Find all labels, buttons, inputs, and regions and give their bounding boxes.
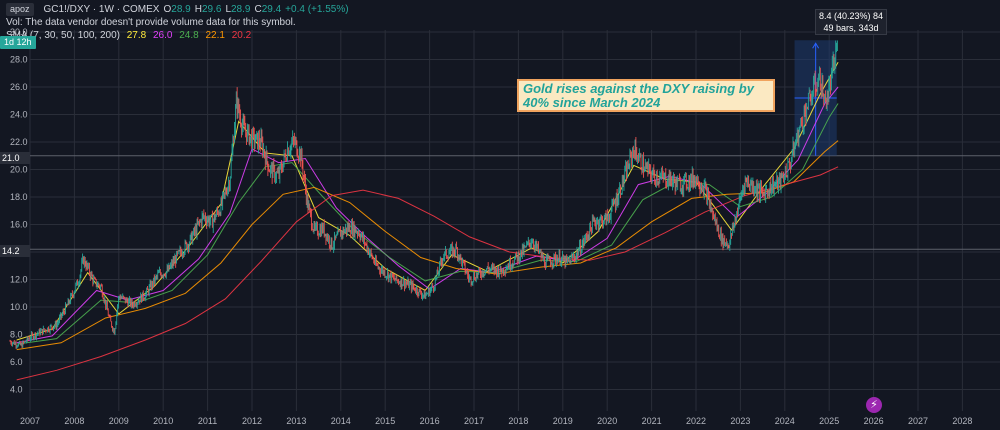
x-tick-label: 2016	[420, 416, 440, 426]
y-tick-label: 12.0	[10, 275, 28, 285]
ohlc-close: C29.4	[254, 4, 282, 15]
y-tick-label: 20.0	[10, 165, 28, 175]
x-tick-label: 2020	[597, 416, 617, 426]
text-annotation[interactable]: Gold rises against the DXY raising by 40…	[517, 79, 775, 112]
y-tick-label: 10.0	[10, 302, 28, 312]
x-tick-label: 2022	[686, 416, 706, 426]
x-tick-label: 2026	[864, 416, 884, 426]
x-tick-label: 2013	[286, 416, 306, 426]
sma-value-50: 24.8	[179, 30, 199, 41]
y-tick-label: 26.0	[10, 82, 28, 92]
x-tick-label: 2011	[198, 416, 217, 426]
sma-row[interactable]: SMA (7, 30, 50, 100, 200) 27.8 26.0 24.8…	[6, 29, 349, 42]
symbol-title[interactable]: GC1!/DXY · 1W · COMEX	[43, 4, 160, 15]
x-tick-label: 2008	[64, 416, 84, 426]
x-tick-label: 2019	[553, 416, 573, 426]
x-tick-label: 2025	[819, 416, 839, 426]
y-tick-label: 18.0	[10, 192, 28, 202]
y-tick-label: 6.0	[10, 357, 23, 367]
sma-line-3	[16, 103, 839, 345]
x-tick-label: 2015	[375, 416, 395, 426]
measure-line-1: 8.4 (40.23%) 84	[818, 11, 884, 21]
symbol-row: apoz GC1!/DXY · 1W · COMEX O28.9 H29.6 L…	[6, 3, 349, 16]
interval-chip[interactable]: 1d 12h	[0, 36, 36, 49]
ohlc-high: H29.6	[194, 4, 222, 15]
price-change: +0.4 (+1.55%)	[285, 4, 349, 15]
x-tick-label: 2007	[20, 416, 40, 426]
x-tick-label: 2027	[908, 416, 928, 426]
y-tick-label: 24.0	[10, 110, 28, 120]
measure-line-2: 49 bars, 343d	[823, 23, 879, 33]
x-tick-label: 2021	[642, 416, 662, 426]
sma-line-5	[16, 166, 839, 381]
sma-value-30: 26.0	[153, 30, 173, 41]
ohlc-low: L28.9	[225, 4, 251, 15]
sma-label: SMA (7, 30, 50, 100, 200)	[6, 30, 120, 41]
x-tick-label: 2010	[153, 416, 173, 426]
user-badge[interactable]: apoz	[6, 3, 34, 16]
x-tick-label: 2018	[508, 416, 528, 426]
x-tick-label: 2023	[730, 416, 750, 426]
x-tick-label: 2024	[775, 416, 795, 426]
measure-tooltip: 8.4 (40.23%) 84 49 bars, 343d	[815, 9, 887, 35]
sma-value-100: 22.1	[205, 30, 225, 41]
sma-value-7: 27.8	[126, 30, 147, 41]
x-tick-label: 2009	[109, 416, 129, 426]
y-tick-label: 22.0	[10, 137, 28, 147]
price-level-tag-lower: 14.2	[0, 245, 30, 257]
y-tick-label: 8.0	[10, 330, 23, 340]
chart-legend: apoz GC1!/DXY · 1W · COMEX O28.9 H29.6 L…	[6, 3, 349, 42]
y-tick-label: 16.0	[10, 220, 28, 230]
price-level-tag-upper: 21.0	[0, 152, 30, 164]
sma-value-200: 20.2	[231, 30, 252, 41]
sma-line-4	[16, 140, 839, 351]
measure-arrow-head	[812, 42, 820, 49]
x-tick-label: 2028	[952, 416, 972, 426]
ohlc-open: O28.9	[163, 4, 191, 15]
lightning-icon[interactable]: ⚡	[866, 397, 882, 413]
volume-note: Vol: The data vendor doesn't provide vol…	[6, 17, 296, 28]
x-tick-label: 2014	[331, 416, 351, 426]
x-tick-label: 2017	[464, 416, 484, 426]
y-tick-label: 4.0	[10, 385, 23, 395]
y-tick-label: 28.0	[10, 55, 28, 65]
y-tick-label: 30.0	[10, 27, 28, 37]
x-tick-label: 2012	[242, 416, 262, 426]
